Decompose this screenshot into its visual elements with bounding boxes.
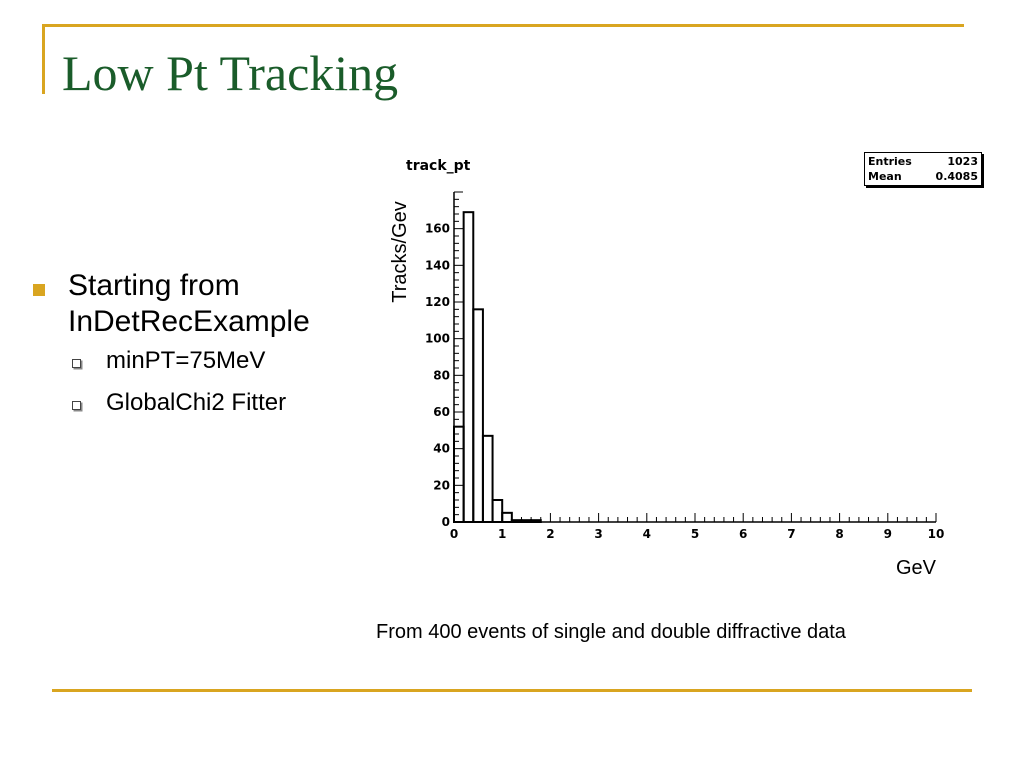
x-tick-label: 9 [884,527,892,541]
histogram-bar [530,519,542,523]
x-tick-label: 10 [928,527,945,541]
sub-bullet-item: GlobalChi2 Fitter [30,382,370,424]
entries-value: 1023 [947,155,978,168]
x-tick-label: 4 [643,527,651,541]
y-tick-label: 160 [425,222,450,236]
slide-caption: From 400 events of single and double dif… [376,621,846,643]
x-tick-label: 5 [691,527,699,541]
x-axis-label: GeV [896,557,937,579]
square-bullet-icon [33,284,45,296]
sub-bullet-text: GlobalChi2 Fitter [106,389,287,416]
y-tick-label: 120 [425,295,450,309]
y-tick-label: 140 [425,258,450,272]
y-tick-label: 40 [433,442,450,456]
x-tick-label: 0 [450,527,458,541]
histogram-bar [510,519,523,523]
x-tick-label: 3 [594,527,602,541]
stats-box: Entries 1023 Mean 0.4085 [864,152,982,186]
y-tick-label: 20 [433,478,450,492]
x-tick-label: 8 [835,527,843,541]
bottom-accent-line [52,689,972,692]
y-tick-label: 60 [433,405,450,419]
sub-bullet-text: minPT=75MeV [106,347,266,374]
stats-row-mean: Mean 0.4085 [868,169,978,184]
bullet-list: Starting from InDetRecExample minPT=75Me… [30,268,370,424]
bullet-text: Starting from InDetRecExample [68,269,310,338]
mean-label: Mean [868,170,902,183]
histogram-bar [462,211,475,524]
y-axis-label: Tracks/Gev [389,201,411,303]
chart-title: track_pt [406,158,471,174]
sub-bullet-item: minPT=75MeV [30,340,370,382]
histogram-panel: track_pt Tracks/Gev GeV 0 1 2 3 4 5 6 7 8 9 10 0 20 4… [380,140,990,590]
histogram-chart: track_pt Tracks/Gev GeV 0 1 2 3 4 5 6 7 8 9 100204… [389,158,945,579]
histogram-bar [520,519,533,523]
histogram-bar [481,434,494,524]
top-accent-line [42,24,964,27]
x-tick-label: 2 [546,527,554,541]
slide-title: Low Pt Tracking [62,45,399,101]
x-tick-label: 1 [498,527,506,541]
x-tick-label: 6 [739,527,747,541]
y-tick-label: 100 [425,332,450,346]
y-tick-label: 0 [442,515,450,529]
y-tick-label: 80 [433,368,450,382]
stats-row-entries: Entries 1023 [868,154,978,169]
entries-label: Entries [868,155,912,168]
left-accent-line [42,24,45,94]
histogram-bar [501,511,513,524]
x-tick-label: 7 [787,527,795,541]
hollow-square-bullet-icon [72,359,81,368]
hollow-square-bullet-icon [72,401,81,410]
mean-value: 0.4085 [935,170,978,183]
histogram-bar [472,308,484,523]
bullet-item: Starting from InDetRecExample [30,268,370,340]
histogram-bar [491,499,504,523]
